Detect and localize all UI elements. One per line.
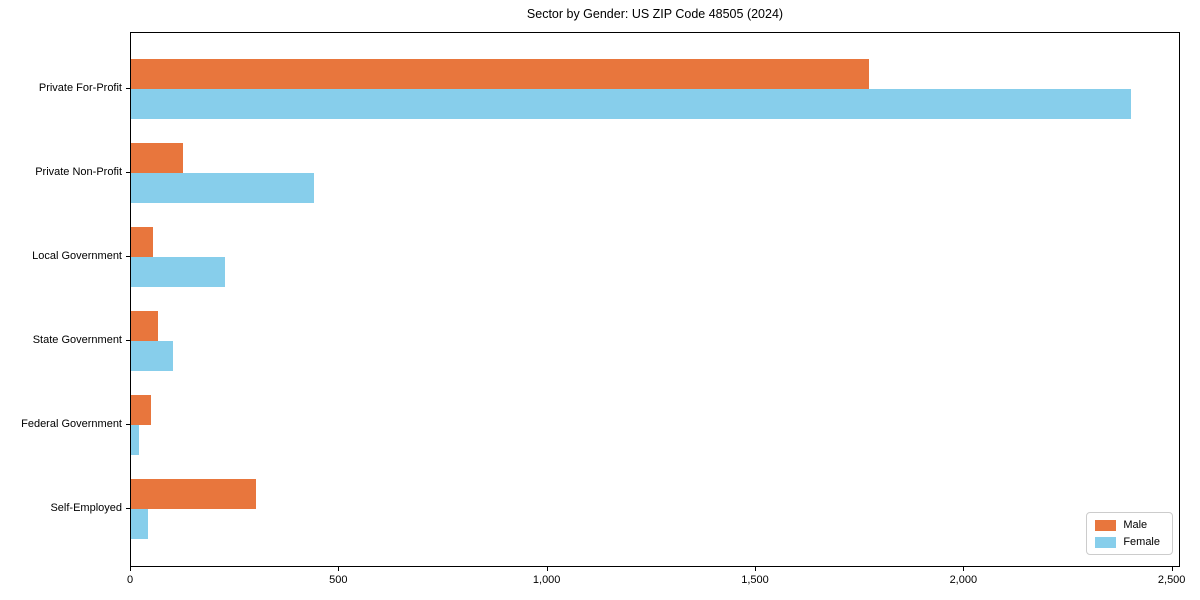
legend-label-male: Male	[1123, 519, 1148, 531]
bar-male-5	[131, 479, 256, 509]
y-tick-mark	[126, 88, 130, 89]
bar-male-3	[131, 311, 159, 341]
bar-male-4	[131, 395, 151, 425]
legend-item-female: Female	[1095, 536, 1160, 548]
y-tick-mark	[126, 508, 130, 509]
y-tick-label: Private For-Profit	[38, 82, 122, 94]
legend-item-male: Male	[1095, 519, 1160, 531]
bar-female-1	[131, 173, 315, 203]
x-tick-mark	[338, 567, 340, 571]
x-tick-label: 2,000	[949, 574, 978, 586]
bar-female-4	[131, 425, 140, 455]
x-tick-mark	[963, 567, 965, 571]
y-tick-mark	[126, 424, 130, 425]
x-tick-label: 500	[329, 574, 348, 586]
bar-male-0	[131, 59, 869, 89]
legend: Male Female	[1086, 512, 1173, 555]
chart-title: Sector by Gender: US ZIP Code 48505 (202…	[526, 7, 784, 21]
plot-area: Male Female	[130, 32, 1180, 567]
legend-swatch-female-icon	[1095, 536, 1117, 548]
y-tick-mark	[126, 172, 130, 173]
bar-female-3	[131, 341, 173, 371]
bar-female-0	[131, 89, 1131, 119]
bar-male-1	[131, 143, 184, 173]
bar-female-2	[131, 257, 225, 287]
x-tick-label: 1,500	[741, 574, 769, 586]
x-tick-label: 1,000	[532, 574, 561, 586]
bar-male-2	[131, 227, 153, 257]
x-tick-mark	[755, 567, 756, 571]
y-tick-mark	[126, 256, 130, 257]
y-tick-label: Self-Employed	[50, 502, 122, 514]
bar-female-5	[131, 509, 148, 539]
y-tick-mark	[126, 340, 130, 341]
y-tick-label: Federal Government	[21, 418, 122, 430]
y-tick-label: Private Non-Profit	[35, 166, 122, 178]
x-tick-mark	[130, 567, 131, 571]
x-tick-mark	[546, 567, 548, 571]
y-tick-label: State Government	[32, 334, 122, 346]
legend-label-female: Female	[1123, 536, 1160, 548]
x-tick-label: 2,500	[1157, 574, 1186, 586]
legend-swatch-male-icon	[1095, 519, 1117, 531]
x-tick-mark	[1171, 567, 1173, 571]
y-tick-label: Local Government	[32, 250, 122, 262]
x-tick-label: 0	[126, 574, 134, 586]
